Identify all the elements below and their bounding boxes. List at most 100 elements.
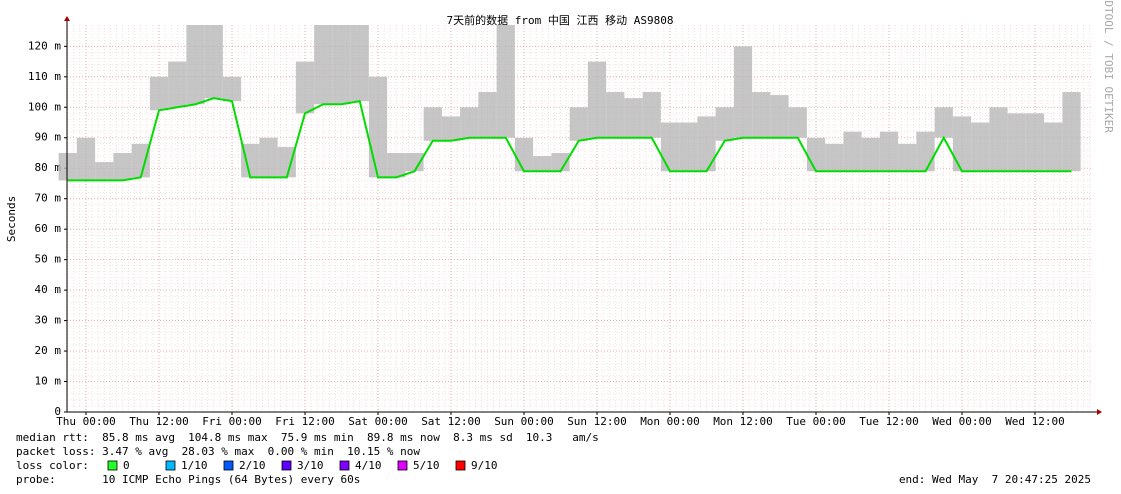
end-time: end: Wed May 7 20:47:25 2025 (899, 473, 1091, 486)
smoke (149, 76, 169, 111)
legend-label: 0 (123, 459, 130, 472)
legend-swatch (339, 460, 350, 471)
smoke (861, 137, 880, 172)
smoke (1007, 113, 1026, 172)
smoke (551, 152, 570, 172)
legend-label: 9/10 (471, 459, 498, 472)
legend-label: 3/10 (297, 459, 324, 472)
smoke (241, 143, 260, 178)
legend-swatch (165, 460, 176, 471)
smoke (277, 146, 296, 178)
x-tick-label: Mon 00:00 (640, 415, 700, 428)
smoke (405, 152, 424, 172)
smoke (788, 107, 807, 138)
y-tick-label: 10 m (35, 375, 62, 388)
x-tick-label: Sat 12:00 (421, 415, 481, 428)
y-tick-label: 30 m (35, 314, 62, 327)
smoke (222, 76, 242, 102)
smoke (387, 152, 406, 178)
smoke (1044, 122, 1063, 172)
x-tick-label: Sat 00:00 (348, 415, 408, 428)
smoke (806, 137, 826, 172)
y-tick-label: 50 m (35, 253, 62, 266)
smoke (587, 61, 607, 138)
smoke (660, 122, 680, 172)
smoke (186, 25, 205, 105)
y-tick-label: 110 m (28, 70, 61, 83)
legend-label: 4/10 (355, 459, 382, 472)
legend-swatch (397, 460, 408, 471)
x-tick-label: Wed 00:00 (932, 415, 992, 428)
smoke (95, 162, 114, 181)
smoke (76, 137, 96, 181)
legend-label: 1/10 (181, 459, 208, 472)
smoke (478, 92, 497, 138)
x-tick-label: Wed 12:00 (1005, 415, 1065, 428)
x-tick-label: Mon 12:00 (713, 415, 773, 428)
x-tick-label: Thu 00:00 (56, 415, 116, 428)
y-tick-label: 70 m (35, 192, 62, 205)
x-tick-label: Fri 00:00 (202, 415, 262, 428)
legend-swatch (107, 460, 118, 471)
smoke (843, 131, 862, 172)
smoke (332, 25, 351, 105)
x-tick-label: Tue 00:00 (786, 415, 846, 428)
smoke (368, 76, 388, 178)
smoke (204, 25, 223, 99)
smoke (715, 107, 734, 141)
y-tick-label: 80 m (35, 161, 62, 174)
smoke (989, 107, 1008, 172)
smoke (314, 25, 333, 105)
arrow (1097, 409, 1102, 415)
smoke (295, 61, 315, 114)
smoke (825, 143, 844, 172)
smoke (916, 131, 935, 172)
smoke (697, 116, 716, 172)
x-tick-label: Sun 00:00 (494, 415, 554, 428)
y-tick-label: 120 m (28, 39, 61, 52)
smoke (533, 156, 552, 172)
probe-info: probe: 10 ICMP Echo Pings (64 Bytes) eve… (16, 473, 360, 486)
x-tick-label: Thu 12:00 (129, 415, 189, 428)
smoke (733, 46, 753, 138)
smoke (131, 143, 150, 178)
smoke (952, 116, 972, 172)
smoke (113, 152, 132, 181)
median-line (67, 97, 1072, 182)
chart-title: 7天前的数据 from 中国 江西 移动 AS9808 (447, 13, 674, 27)
smoke (1062, 92, 1081, 172)
x-tick-label: Sun 12:00 (567, 415, 627, 428)
watermark: RRDTOOL / TOBI OETIKER (1102, 0, 1115, 133)
smoke (441, 116, 461, 141)
y-tick-label: 20 m (35, 344, 62, 357)
smoke (496, 25, 515, 138)
smoke (259, 137, 278, 178)
smoke (350, 25, 369, 102)
smoke (1025, 113, 1045, 172)
smoke (971, 122, 990, 172)
legend-label: 5/10 (413, 459, 440, 472)
smoke (898, 143, 917, 172)
smoke (460, 107, 479, 138)
smoke (606, 92, 625, 138)
legend-swatch (281, 460, 292, 471)
x-tick-label: Fri 12:00 (275, 415, 335, 428)
smoke (58, 152, 77, 181)
arrow (64, 16, 70, 21)
y-axis-label: Seconds (5, 196, 18, 242)
legend-swatch (455, 460, 466, 471)
smoke (168, 61, 187, 108)
legend-swatch (223, 460, 234, 471)
legend-label: 2/10 (239, 459, 266, 472)
x-tick-label: Tue 12:00 (859, 415, 919, 428)
y-tick-label: 60 m (35, 222, 62, 235)
smoke (624, 98, 643, 138)
smoke (934, 107, 953, 138)
y-tick-label: 0 (54, 405, 61, 418)
stats-line: median rtt: 85.8 ms avg 104.8 ms max 75.… (16, 431, 599, 444)
smoke (569, 107, 588, 141)
y-tick-label: 100 m (28, 100, 61, 113)
smoke (879, 131, 899, 172)
y-tick-label: 90 m (35, 131, 62, 144)
